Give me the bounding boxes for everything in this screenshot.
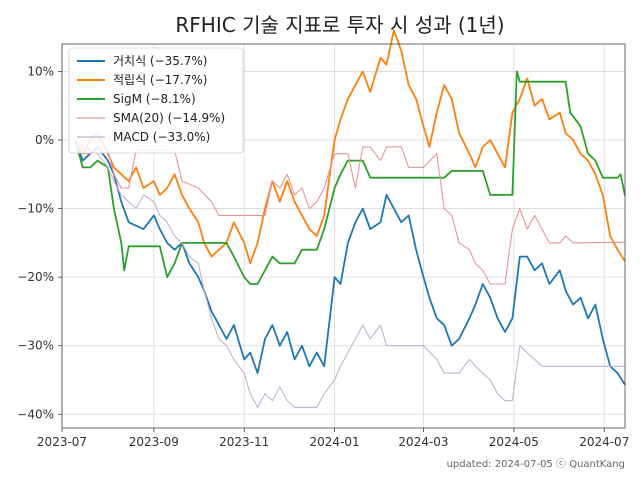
y-tick-label: 0% bbox=[35, 133, 54, 147]
x-tick-label: 2024-07 bbox=[579, 435, 629, 449]
legend-label: MACD (−33.0%) bbox=[113, 130, 210, 144]
chart-title: RFHIC 기술 지표로 투자 시 성과 (1년) bbox=[175, 13, 504, 37]
x-tick-label: 2023-09 bbox=[129, 435, 179, 449]
legend-label: 적립식 (−17.7%) bbox=[113, 73, 207, 87]
legend: 거치식 (−35.7%) 적립식 (−17.7%) SigM (−8.1%) SMA(… bbox=[69, 48, 243, 153]
y-tick-label: 10% bbox=[27, 64, 54, 78]
x-tick-label: 2024-01 bbox=[310, 435, 360, 449]
y-tick-label: −20% bbox=[17, 270, 54, 284]
x-tick-label: 2024-03 bbox=[398, 435, 448, 449]
x-tick-label: 2023-11 bbox=[219, 435, 269, 449]
legend-label: SMA(20) (−14.9%) bbox=[113, 111, 225, 125]
y-tick-label: −40% bbox=[17, 407, 54, 421]
y-tick-label: −30% bbox=[17, 339, 54, 353]
series-line-5 bbox=[75, 140, 625, 407]
legend-label: SigM (−8.1%) bbox=[113, 92, 196, 106]
legend-label: 거치식 (−35.7%) bbox=[113, 54, 207, 68]
footer-updated: updated: 2024-07-05 ⓒ QuantKang bbox=[447, 458, 625, 470]
y-tick-label: −10% bbox=[17, 202, 54, 216]
x-axis: 2023-07 2023-09 2023-11 2024-01 2024-03 2024-… bbox=[37, 428, 629, 449]
y-axis: 10% 0% −10% −20% −30% −40% bbox=[17, 64, 62, 421]
x-tick-label: 2024-05 bbox=[489, 435, 539, 449]
x-tick-label: 2023-07 bbox=[37, 435, 87, 449]
